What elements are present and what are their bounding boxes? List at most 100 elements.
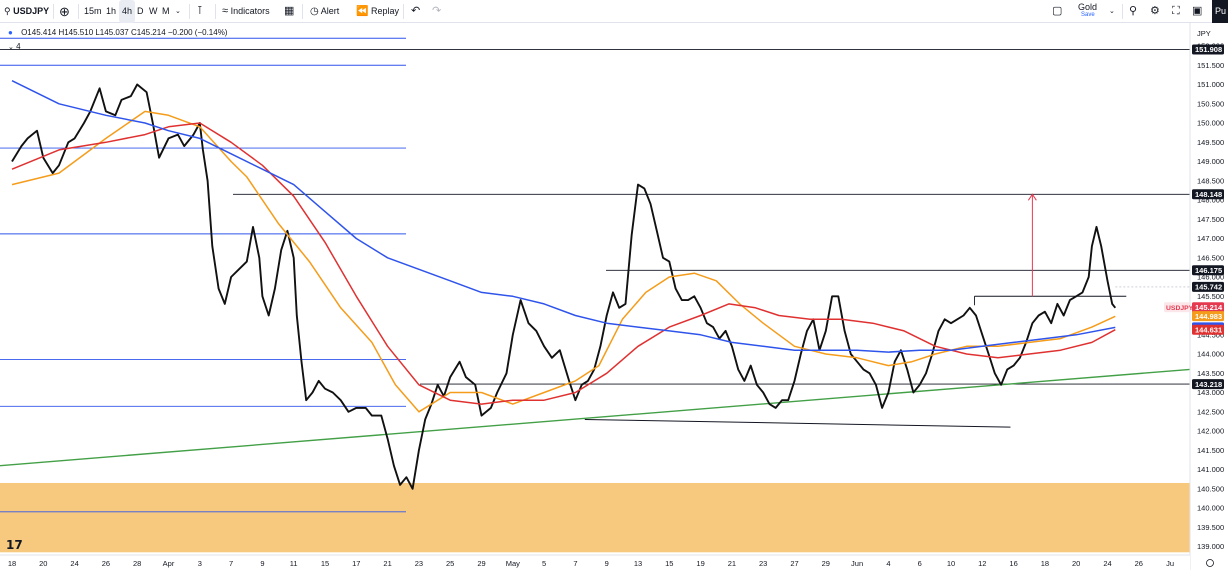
price-badge-label: 144.631 <box>1195 325 1222 334</box>
demand-zone <box>0 482 1190 553</box>
time-tick-label: 18 <box>1041 559 1049 568</box>
price-tick-label: 149.000 <box>1197 157 1224 166</box>
symbol-dot-icon: ● <box>8 28 13 37</box>
time-axis-bg <box>0 555 1190 570</box>
price-badge <box>1192 265 1224 276</box>
quick-search-icon[interactable]: ⚲ <box>1129 5 1138 17</box>
fullscreen-icon[interactable]: ⛶ <box>1172 5 1180 17</box>
green-trendline <box>0 368 1191 467</box>
publish-button[interactable]: Pu <box>1212 0 1228 23</box>
price-tick-label: 140.000 <box>1197 504 1224 513</box>
time-tick-label: 9 <box>260 559 264 568</box>
camera-icon[interactable]: ▣ <box>1192 5 1203 17</box>
time-tick-label: 11 <box>290 559 298 568</box>
target-arrow-head <box>1027 193 1037 201</box>
demand-zone-layer <box>0 482 1190 553</box>
price-badge-label: 145.214 <box>1195 303 1223 312</box>
time-tick-label: 16 <box>1009 559 1017 568</box>
price-tick-label: 148.500 <box>1197 176 1224 185</box>
price-tick-label: 143.500 <box>1197 369 1224 378</box>
chevron-down-icon[interactable]: ⌄ <box>1109 8 1115 15</box>
price-badge <box>1192 379 1224 390</box>
moving-average-line-ema_mid <box>11 122 1116 405</box>
layout-icon[interactable]: ▢ <box>1052 5 1063 17</box>
price-tick-label: 146.500 <box>1197 253 1224 262</box>
toolbar-divider <box>403 4 404 19</box>
interval-15m[interactable]: 15m <box>84 6 102 16</box>
price-tick-label: 150.500 <box>1197 99 1224 108</box>
currency-label: JPY <box>1197 29 1211 38</box>
interval-w[interactable]: W <box>149 6 158 16</box>
price-tick-label: 150.000 <box>1197 119 1224 128</box>
replay-icon: ⏪ <box>356 6 369 17</box>
axes-layer: JPY152.000151.500151.000150.500150.00014… <box>0 23 1228 570</box>
time-tick-label: Ju <box>1166 559 1174 568</box>
time-tick-label: 27 <box>790 559 798 568</box>
time-tick-label: Jun <box>851 559 863 568</box>
redo-icon[interactable]: ↷ <box>432 5 442 17</box>
price-badge <box>1192 302 1224 313</box>
chevron-down-icon: ⌄ <box>8 44 14 51</box>
price-tick-label: 141.500 <box>1197 446 1224 455</box>
time-tick-label: 26 <box>102 559 110 568</box>
toolbar-divider <box>189 4 190 19</box>
time-tick-label: 20 <box>1072 559 1080 568</box>
candles-icon[interactable]: ⊺ <box>197 5 203 17</box>
price-tick-label: 144.500 <box>1197 330 1224 339</box>
time-tick-label: 9 <box>605 559 609 568</box>
price-tick-label: 143.000 <box>1197 388 1224 397</box>
price-badge <box>1192 311 1224 322</box>
ohlc-legend: ● O145.414 H145.510 L145.037 C145.214 −0… <box>8 28 227 37</box>
time-tick-label: 23 <box>759 559 767 568</box>
time-tick-label: 29 <box>477 559 485 568</box>
indicators-button[interactable]: ≈ Indicators <box>222 0 270 23</box>
indicator-count: 4 <box>16 42 21 51</box>
price-tick-label: 139.500 <box>1197 523 1224 532</box>
time-tick-label: 5 <box>542 559 546 568</box>
replay-button[interactable]: ⏪ Replay <box>356 0 399 23</box>
interval-1h[interactable]: 1h <box>106 6 117 16</box>
symbol-badge-label: USDJPY <box>1166 305 1194 312</box>
price-badge-label: 151.908 <box>1195 45 1222 54</box>
toolbar-divider <box>53 4 54 19</box>
toolbar-divider <box>302 4 303 19</box>
alert-label: Alert <box>320 6 340 16</box>
alert-button[interactable]: ◷ Alert <box>310 0 339 23</box>
price-tick-label: 147.500 <box>1197 215 1224 224</box>
time-tick-label: 28 <box>133 559 141 568</box>
search-icon: ⚲ <box>4 6 11 16</box>
indicators-icon: ≈ <box>222 5 229 17</box>
interval-d[interactable]: D <box>137 6 144 16</box>
settings-gear-icon[interactable]: ⚙ <box>1150 5 1160 17</box>
horizontal-levels-layer <box>0 37 1191 513</box>
symbol-label: USDJPY <box>13 6 50 16</box>
time-tick-label: 23 <box>415 559 423 568</box>
price-badge <box>1192 189 1224 200</box>
indicator-legend-toggle[interactable]: ⌄ 4 <box>8 42 21 51</box>
indicators-label: Indicators <box>230 6 270 16</box>
price-chart[interactable]: JPY152.000151.500151.000150.500150.00014… <box>0 23 1228 570</box>
interval-m[interactable]: M <box>162 6 170 16</box>
price-tick-label: 146.000 <box>1197 273 1224 282</box>
price-tick-label: 142.500 <box>1197 407 1224 416</box>
price-badge <box>1192 281 1224 292</box>
moving-average-line-ema_slow <box>11 80 1116 353</box>
symbol-badge <box>1164 302 1191 313</box>
price-badge <box>1192 324 1224 335</box>
time-tick-label: 21 <box>383 559 391 568</box>
undo-icon[interactable]: ↶ <box>411 5 421 17</box>
interval-4h[interactable]: 4h <box>119 0 136 23</box>
time-tick-label: 3 <box>198 559 202 568</box>
templates-icon[interactable]: ▦ <box>284 5 295 17</box>
price-tick-label: 142.000 <box>1197 427 1224 436</box>
time-tick-label: 4 <box>886 559 890 568</box>
time-tick-label: 13 <box>634 559 642 568</box>
chevron-down-icon[interactable]: ⌄ <box>175 8 181 15</box>
symbol-search[interactable]: ⚲ USDJPY <box>4 0 49 23</box>
time-tick-label: 29 <box>822 559 830 568</box>
price-tick-label: 145.500 <box>1197 292 1224 301</box>
price-tick-label: 149.500 <box>1197 138 1224 147</box>
layout-name[interactable]: Gold <box>1078 2 1098 12</box>
time-tick-label: 24 <box>70 559 78 568</box>
add-symbol-icon[interactable]: ⊕ <box>59 4 70 19</box>
